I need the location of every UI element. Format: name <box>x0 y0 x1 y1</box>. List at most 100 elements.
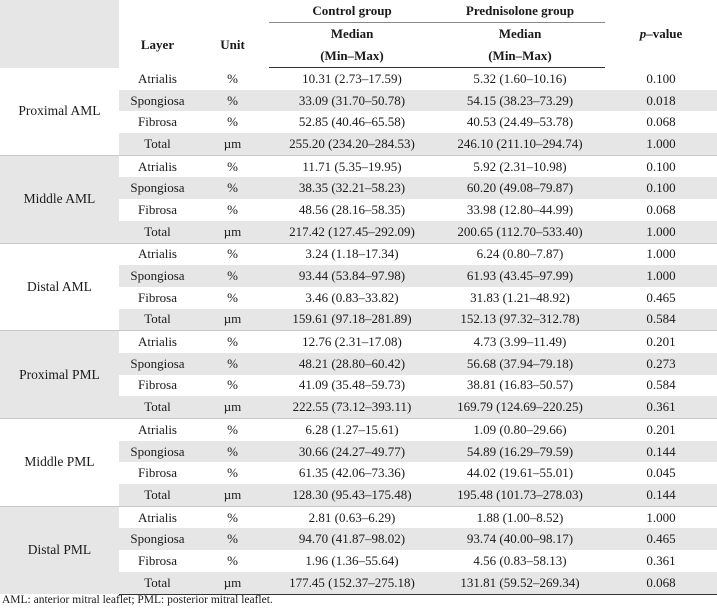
cell-prednisolone: 44.02 (19.61–55.01) <box>466 465 574 481</box>
cell-p-value: 0.201 <box>605 417 717 441</box>
cell-p-value: 0.100 <box>646 70 676 86</box>
cell-layer: Atrialis <box>119 505 196 529</box>
cell-unit: % <box>227 114 238 130</box>
cell-region: Proximal PML <box>0 330 119 419</box>
cell-prednisolone: 152.13 (97.32–312.78) <box>435 308 605 331</box>
table-row: Total µm 128.30 (95.43–175.48) 195.48 (101.… <box>0 484 717 507</box>
cell-control: 11.71 (5.35–19.95) <box>269 154 435 178</box>
table-row: Distal AML Atrialis% 3.24 (1.18–17.34) 6.24… <box>0 242 717 331</box>
cell-p-value: 1.000 <box>605 265 717 287</box>
cell-layer: Atrialis <box>119 330 196 353</box>
cell-prednisolone: 5.92 (2.31–10.98) <box>435 154 605 178</box>
cell-unit: µm <box>196 308 269 331</box>
cell-control: 1.96 (1.36–55.64) <box>305 552 399 568</box>
cell-prednisolone: 31.83 (1.21–48.92) <box>470 289 570 305</box>
table-row: Fibrosa% 41.09 (35.48–59.73) 38.81 (16.83–… <box>0 375 717 397</box>
table-row: Proximal PML Atrialis% 12.76 (2.31–17.08) 4… <box>0 330 717 419</box>
cell-p-value: 1.000 <box>605 220 717 243</box>
header-control-group: Control group <box>269 0 435 23</box>
cell-unit: µm <box>196 220 269 243</box>
cell-layer: Spongiosa <box>119 265 196 287</box>
cell-control: 128.30 (95.43–175.48) <box>269 484 435 507</box>
cell-control: 177.45 (152.37–275.18) <box>269 571 435 595</box>
cell-prednisolone: 6.24 (0.80–7.87) <box>435 242 605 266</box>
cell-layer: Atrialis <box>138 70 177 86</box>
table-row: Middle PML Atrialis% 6.28 (1.27–15.61) 1.09… <box>0 417 717 507</box>
cell-control: 12.76 (2.31–17.08) <box>269 330 435 353</box>
cell-unit: % <box>196 154 269 178</box>
table-row: Distal PML Atrialis% 2.81 (0.63–6.29) 1.88 … <box>0 505 717 594</box>
cell-layer: Fibrosa <box>138 114 177 130</box>
table-row: Spongiosa% 33.09 (31.70–50.78) 54.15 (38.2… <box>0 89 717 112</box>
cell-unit: % <box>196 417 269 441</box>
cell-prednisolone: 38.81 (16.83–50.57) <box>466 377 574 393</box>
table-row: Total µm 177.45 (152.37–275.18) 131.81 (59.… <box>0 571 717 595</box>
cell-prednisolone: 54.15 (38.23–73.29) <box>435 89 605 112</box>
table-row: Spongiosa% 30.66 (24.27–49.77) 54.89 (16.2… <box>0 440 717 463</box>
cell-prednisolone: 4.73 (3.99–11.49) <box>435 330 605 353</box>
cell-p-value: 0.144 <box>605 484 717 507</box>
cell-layer: Atrialis <box>119 154 196 178</box>
cell-unit: % <box>227 552 238 568</box>
cell-unit: % <box>227 201 238 217</box>
cell-layer: Atrialis <box>119 417 196 441</box>
cell-region: Distal AML <box>0 242 119 331</box>
cell-control: 38.35 (32.21–58.23) <box>269 177 435 200</box>
header-layer: Layer <box>140 37 175 52</box>
cell-unit: % <box>227 377 238 393</box>
cell-region: Distal PML <box>0 505 119 594</box>
cell-control: 52.85 (40.46–65.58) <box>298 114 406 130</box>
cell-control: 6.28 (1.27–15.61) <box>269 417 435 441</box>
cell-control: 33.09 (31.70–50.78) <box>269 89 435 112</box>
table-row: Proximal AML Atrialis% 10.31 (2.73–17.59) 5… <box>0 68 717 119</box>
cell-unit: % <box>196 505 269 529</box>
table-row: Spongiosa% 94.70 (41.87–98.02) 93.74 (40.0… <box>0 528 717 551</box>
cell-layer: Total <box>119 484 196 507</box>
table-body: Proximal AML Atrialis% 10.31 (2.73–17.59) 5… <box>0 68 717 595</box>
cell-p-value: 0.045 <box>646 465 676 481</box>
header-pred-minmax: (Min–Max) <box>435 45 605 68</box>
cell-control: 3.46 (0.83–33.82) <box>305 289 399 305</box>
table-row: Total µm 222.55 (73.12–393.11) 169.79 (124.… <box>0 396 717 419</box>
cell-p-value: 0.361 <box>605 396 717 419</box>
cell-layer: Spongiosa <box>119 440 196 463</box>
cell-layer: Fibrosa <box>138 552 177 568</box>
table-row: Fibrosa% 3.46 (0.83–33.82) 31.83 (1.21–48.… <box>0 287 717 309</box>
cell-p-value: 0.018 <box>605 89 717 112</box>
footnote: AML: anterior mitral leaflet; PML: poste… <box>2 594 273 606</box>
header-prednisolone-group: Prednisolone group <box>435 0 605 23</box>
header-blank <box>119 0 196 23</box>
cell-unit: % <box>227 289 238 305</box>
cell-prednisolone: 33.98 (12.80–44.99) <box>466 201 574 217</box>
cell-p-value: 0.100 <box>605 177 717 200</box>
cell-p-value: 0.201 <box>605 330 717 353</box>
cell-p-value: 0.273 <box>605 352 717 375</box>
cell-unit: % <box>196 440 269 463</box>
cell-control: 2.81 (0.63–6.29) <box>269 505 435 529</box>
cell-p-value: 0.068 <box>605 571 717 595</box>
cell-unit: µm <box>196 484 269 507</box>
cell-p-value: 0.100 <box>605 154 717 178</box>
table-header: Control group Prednisolone group p–value… <box>0 0 717 68</box>
cell-prednisolone: 195.48 (101.73–278.03) <box>435 484 605 507</box>
cell-layer: Fibrosa <box>138 377 177 393</box>
cell-layer: Atrialis <box>119 242 196 266</box>
cell-p-value: 0.068 <box>646 114 676 130</box>
header-unit: Unit <box>220 37 245 52</box>
cell-control: 10.31 (2.73–17.59) <box>302 70 402 86</box>
cell-prednisolone: 54.89 (16.29–79.59) <box>435 440 605 463</box>
cell-control: 61.35 (42.06–73.36) <box>298 465 406 481</box>
cell-control: 222.55 (73.12–393.11) <box>269 396 435 419</box>
table-row: Spongiosa% 48.21 (28.80–60.42) 56.68 (37.9… <box>0 352 717 375</box>
cell-unit: µm <box>196 571 269 595</box>
cell-layer: Total <box>119 396 196 419</box>
header-p-value: p–value <box>605 0 717 68</box>
cell-layer: Spongiosa <box>119 528 196 551</box>
cell-layer: Total <box>119 571 196 595</box>
cell-control: 30.66 (24.27–49.77) <box>269 440 435 463</box>
header-p-suffix: –value <box>646 25 683 41</box>
cell-control: 41.09 (35.48–59.73) <box>298 377 406 393</box>
cell-prednisolone: 1.09 (0.80–29.66) <box>435 417 605 441</box>
cell-unit: % <box>196 89 269 112</box>
cell-p-value: 0.068 <box>646 201 676 217</box>
